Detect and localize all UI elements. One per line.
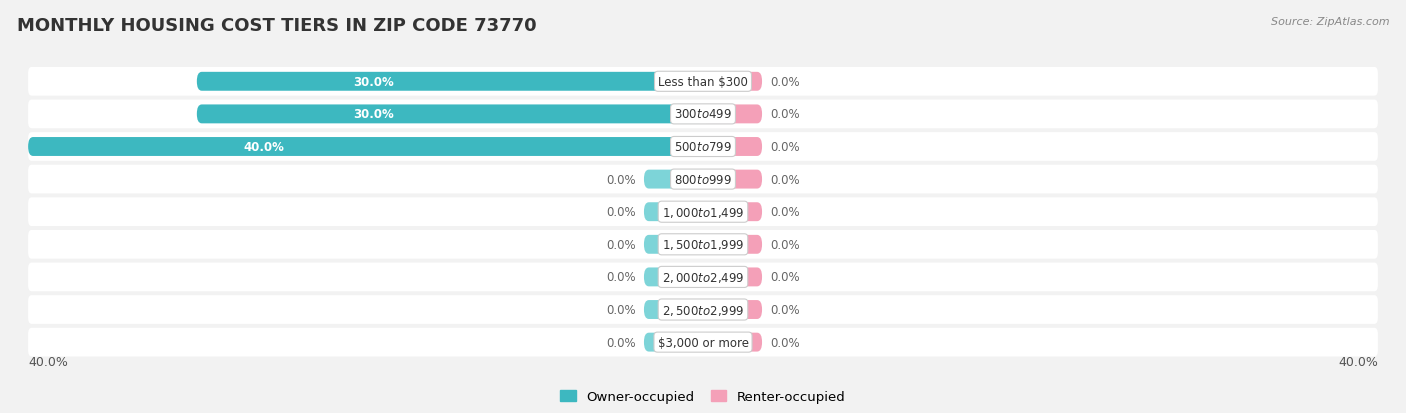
Text: $2,500 to $2,999: $2,500 to $2,999 xyxy=(662,303,744,317)
FancyBboxPatch shape xyxy=(644,300,703,319)
Text: 0.0%: 0.0% xyxy=(606,238,636,251)
FancyBboxPatch shape xyxy=(703,333,762,352)
Text: Less than $300: Less than $300 xyxy=(658,76,748,88)
FancyBboxPatch shape xyxy=(28,138,703,157)
Text: 0.0%: 0.0% xyxy=(606,206,636,218)
Text: 0.0%: 0.0% xyxy=(770,303,800,316)
FancyBboxPatch shape xyxy=(644,203,703,222)
FancyBboxPatch shape xyxy=(703,170,762,189)
Text: $500 to $799: $500 to $799 xyxy=(673,141,733,154)
Text: $1,500 to $1,999: $1,500 to $1,999 xyxy=(662,238,744,252)
FancyBboxPatch shape xyxy=(644,170,703,189)
Text: $3,000 or more: $3,000 or more xyxy=(658,336,748,349)
Text: 0.0%: 0.0% xyxy=(770,76,800,88)
FancyBboxPatch shape xyxy=(28,198,1378,226)
Text: 40.0%: 40.0% xyxy=(28,355,67,368)
Text: $1,000 to $1,499: $1,000 to $1,499 xyxy=(662,205,744,219)
FancyBboxPatch shape xyxy=(28,165,1378,194)
Text: $800 to $999: $800 to $999 xyxy=(673,173,733,186)
FancyBboxPatch shape xyxy=(644,333,703,352)
FancyBboxPatch shape xyxy=(703,73,762,92)
FancyBboxPatch shape xyxy=(197,73,703,92)
Text: Source: ZipAtlas.com: Source: ZipAtlas.com xyxy=(1271,17,1389,26)
FancyBboxPatch shape xyxy=(28,68,1378,96)
FancyBboxPatch shape xyxy=(703,268,762,287)
FancyBboxPatch shape xyxy=(28,295,1378,324)
Text: 40.0%: 40.0% xyxy=(243,141,285,154)
Text: $300 to $499: $300 to $499 xyxy=(673,108,733,121)
Text: 30.0%: 30.0% xyxy=(354,76,394,88)
Text: 0.0%: 0.0% xyxy=(770,336,800,349)
Text: 0.0%: 0.0% xyxy=(770,173,800,186)
Legend: Owner-occupied, Renter-occupied: Owner-occupied, Renter-occupied xyxy=(557,386,849,407)
FancyBboxPatch shape xyxy=(703,105,762,124)
Text: 0.0%: 0.0% xyxy=(770,141,800,154)
Text: 0.0%: 0.0% xyxy=(770,238,800,251)
FancyBboxPatch shape xyxy=(28,100,1378,129)
Text: 0.0%: 0.0% xyxy=(770,206,800,218)
FancyBboxPatch shape xyxy=(644,235,703,254)
FancyBboxPatch shape xyxy=(703,235,762,254)
FancyBboxPatch shape xyxy=(197,105,703,124)
Text: $2,000 to $2,499: $2,000 to $2,499 xyxy=(662,270,744,284)
Text: 0.0%: 0.0% xyxy=(770,108,800,121)
FancyBboxPatch shape xyxy=(703,300,762,319)
FancyBboxPatch shape xyxy=(28,230,1378,259)
Text: 40.0%: 40.0% xyxy=(1339,355,1378,368)
Text: 0.0%: 0.0% xyxy=(606,173,636,186)
Text: 0.0%: 0.0% xyxy=(606,271,636,284)
FancyBboxPatch shape xyxy=(28,263,1378,292)
Text: 30.0%: 30.0% xyxy=(354,108,394,121)
FancyBboxPatch shape xyxy=(28,133,1378,161)
Text: 0.0%: 0.0% xyxy=(606,336,636,349)
FancyBboxPatch shape xyxy=(644,268,703,287)
Text: MONTHLY HOUSING COST TIERS IN ZIP CODE 73770: MONTHLY HOUSING COST TIERS IN ZIP CODE 7… xyxy=(17,17,537,34)
FancyBboxPatch shape xyxy=(703,138,762,157)
Text: 0.0%: 0.0% xyxy=(770,271,800,284)
FancyBboxPatch shape xyxy=(28,328,1378,356)
FancyBboxPatch shape xyxy=(703,203,762,222)
Text: 0.0%: 0.0% xyxy=(606,303,636,316)
